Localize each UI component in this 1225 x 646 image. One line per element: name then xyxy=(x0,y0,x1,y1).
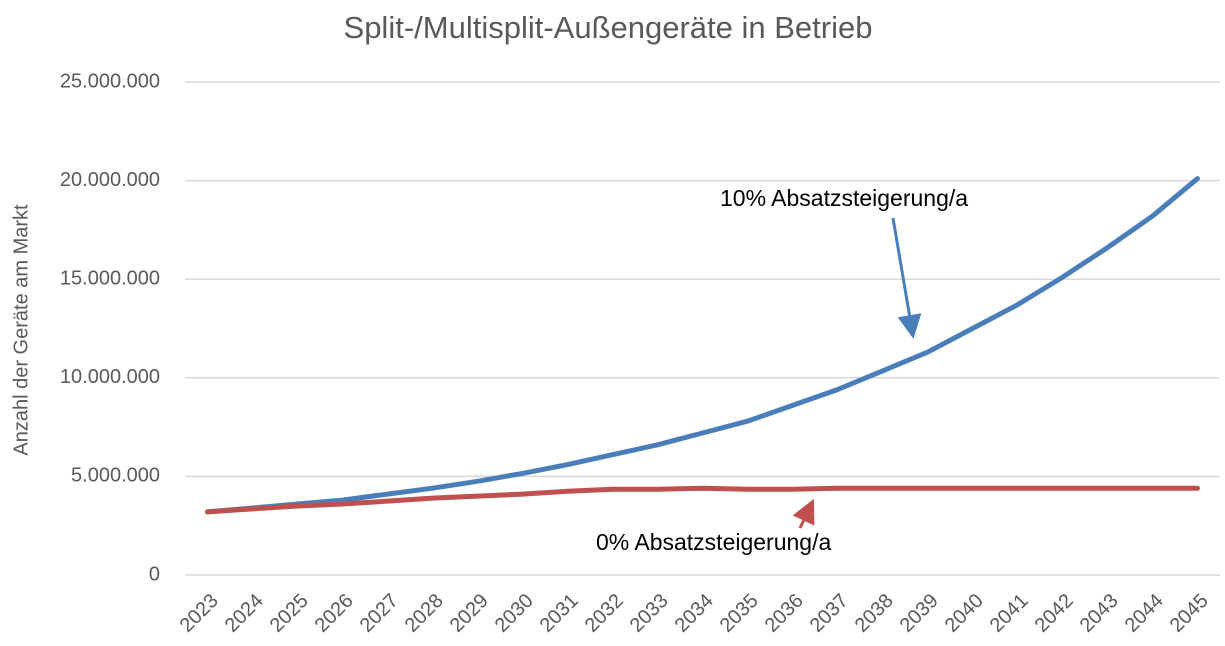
x-tick-label: 2034 xyxy=(671,590,718,637)
series-line xyxy=(205,176,1200,515)
x-tick-label: 2036 xyxy=(761,590,808,637)
x-tick-label: 2025 xyxy=(266,590,313,637)
y-tick-label: 10.000.000 xyxy=(60,366,160,388)
x-tick-label: 2033 xyxy=(626,590,673,637)
plot xyxy=(205,176,1200,515)
x-tick-label: 2028 xyxy=(401,590,448,637)
x-tick-label: 2040 xyxy=(941,590,988,637)
annotation-arrow xyxy=(792,498,815,529)
x-tick-label: 2030 xyxy=(491,590,538,637)
y-tick-label: 5.000.000 xyxy=(71,465,160,487)
x-tick-label: 2035 xyxy=(716,590,763,637)
x-tick-label: 2039 xyxy=(896,590,943,637)
x-tick-label: 2043 xyxy=(1076,590,1123,637)
x-tick-label: 2027 xyxy=(356,590,403,637)
y-tick-label: 20.000.000 xyxy=(60,169,160,191)
series-label: 0% Absatzsteigerung/a xyxy=(596,529,831,555)
y-tick-label: 15.000.000 xyxy=(60,267,160,289)
x-tick-label: 2023 xyxy=(176,590,223,637)
x-tick-label: 2031 xyxy=(536,590,583,637)
x-tick-label: 2026 xyxy=(311,590,358,637)
x-tick-label: 2038 xyxy=(851,590,898,637)
chart-title: Split-/Multisplit-Außengeräte in Betrieb xyxy=(344,10,873,45)
x-tick-label: 2042 xyxy=(1031,590,1078,637)
x-tick-label: 2029 xyxy=(446,590,493,637)
x-tick-label: 2024 xyxy=(221,590,268,637)
x-tick-label: 2032 xyxy=(581,590,628,637)
grid xyxy=(185,81,1220,576)
x-tick-label: 2044 xyxy=(1121,590,1168,637)
x-tick-label: 2041 xyxy=(986,590,1033,637)
annotation-arrow xyxy=(891,217,922,339)
y-tick-label: 25.000.000 xyxy=(60,70,160,92)
x-tick-label: 2045 xyxy=(1166,590,1213,637)
y-axis-label: Anzahl der Geräte am Markt xyxy=(10,204,32,456)
series-line xyxy=(205,485,1200,515)
series-label: 10% Absatzsteigerung/a xyxy=(720,185,968,211)
x-tick-label: 2037 xyxy=(806,590,853,637)
y-tick-label: 0 xyxy=(149,563,160,585)
